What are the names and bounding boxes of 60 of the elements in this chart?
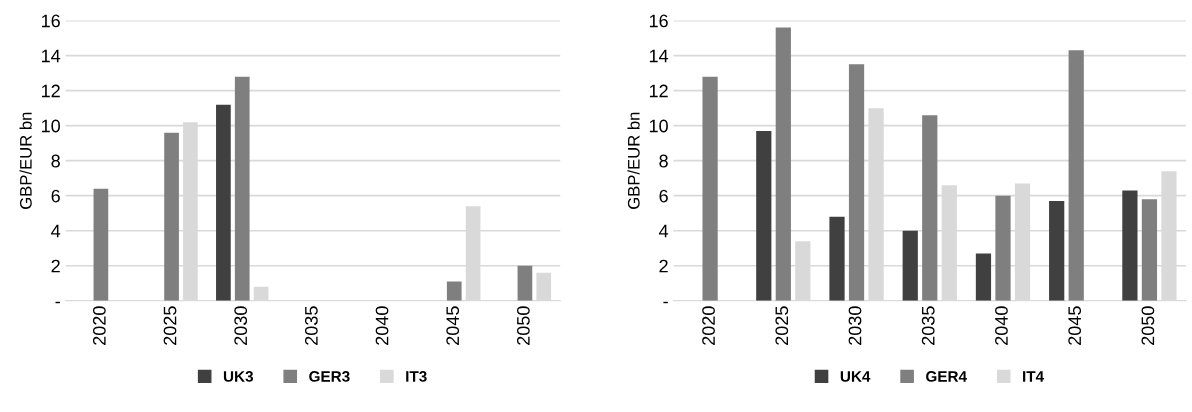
x-tick-label: 2045 xyxy=(1068,306,1082,345)
bar xyxy=(829,216,845,301)
bar xyxy=(517,265,533,301)
x-tick-label: 2025 xyxy=(163,306,177,345)
bar xyxy=(1049,200,1065,301)
y-tick-label: 12 xyxy=(41,84,60,98)
legend-label: IT4 xyxy=(1023,371,1045,382)
y-tick-label: 4 xyxy=(658,224,669,238)
y-axis-title: GBP/EUR bn xyxy=(19,112,32,209)
y-tick-label: 8 xyxy=(51,154,60,168)
y-tick-label: 8 xyxy=(659,154,668,168)
y-tick-label: - xyxy=(55,301,60,304)
x-tick-label: 2030 xyxy=(234,306,248,345)
x-tick-label: 2025 xyxy=(775,306,789,345)
bar xyxy=(756,130,772,301)
x-tick-label: 2045 xyxy=(446,306,460,345)
y-tick-label: 16 xyxy=(41,14,60,28)
bar xyxy=(93,188,109,301)
bar xyxy=(848,64,865,301)
bar xyxy=(216,104,231,301)
bar xyxy=(1141,199,1158,301)
bar xyxy=(995,195,1011,301)
x-tick-label: 2035 xyxy=(921,306,935,345)
bar xyxy=(1122,190,1138,301)
bar xyxy=(902,230,918,301)
x-tick-label: 2020 xyxy=(92,306,106,345)
bar xyxy=(1068,50,1084,301)
bar xyxy=(536,272,552,301)
y-tick-label: 10 xyxy=(41,119,60,133)
x-tick-label: 2050 xyxy=(1141,306,1155,345)
y-tick-label: 12 xyxy=(649,84,668,98)
bar xyxy=(702,76,718,301)
bar xyxy=(922,115,938,301)
legend-label: UK4 xyxy=(840,371,871,382)
bar xyxy=(446,281,462,301)
y-tick-label: 6 xyxy=(51,189,60,203)
bar xyxy=(234,76,250,301)
x-tick-label: 2035 xyxy=(304,306,318,345)
y-tick-label: 2 xyxy=(659,259,668,273)
bar xyxy=(164,132,179,301)
x-tick-label: 2040 xyxy=(995,306,1008,345)
x-tick-label: 2040 xyxy=(375,306,389,345)
legend-label: GER4 xyxy=(926,371,967,382)
y-tick-label: - xyxy=(663,301,668,304)
bar xyxy=(775,27,791,301)
legend-label: IT3 xyxy=(406,371,427,382)
bar xyxy=(975,253,992,301)
y-tick-label: 2 xyxy=(51,259,60,273)
x-tick-label: 2050 xyxy=(516,306,530,345)
y-tick-label: 6 xyxy=(659,189,668,203)
y-tick-label: 14 xyxy=(41,49,61,63)
y-tick-label: 14 xyxy=(649,49,669,63)
x-tick-label: 2030 xyxy=(848,306,862,345)
y-axis-title: GBP/EUR bn xyxy=(627,112,640,209)
y-tick-label: 10 xyxy=(649,119,668,133)
x-tick-label: 2020 xyxy=(702,306,715,345)
legend-label: UK3 xyxy=(223,371,254,382)
legend-label: GER3 xyxy=(309,371,350,382)
y-tick-label: 16 xyxy=(649,14,668,28)
y-tick-label: 4 xyxy=(51,224,61,238)
